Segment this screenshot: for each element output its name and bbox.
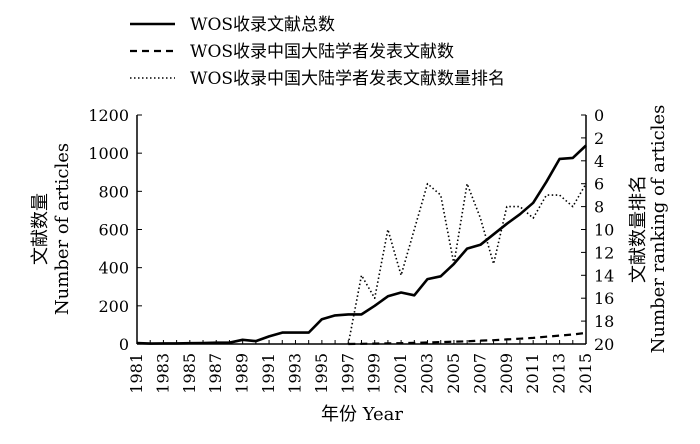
y-left-tick-label: 400 [98, 259, 129, 278]
axes: 0 200 400 600 800 1000 1200 0 2 4 6 8 10 12 14 16 18 20 19… [88, 106, 614, 394]
series-line-3 [347, 182, 587, 345]
x-tick-label: 1989 [233, 353, 252, 394]
x-tick-label: 2003 [418, 353, 437, 394]
y-right-tick-label: 16 [594, 289, 614, 308]
x-tick-label: 1983 [153, 353, 172, 394]
x-tick-label: 1995 [312, 353, 331, 394]
x-tick-label: 2009 [497, 353, 516, 394]
y-left-tick-label: 1200 [88, 106, 129, 125]
legend-label-3: WOS收录中国大陆学者发表文献数量排名 [190, 69, 505, 89]
x-tick-label: 2011 [523, 353, 542, 394]
y-right-tick-label: 8 [594, 198, 604, 217]
y-left-tick-label: 600 [98, 221, 129, 240]
y-right-tick-label: 10 [594, 221, 614, 240]
y-left-tick-label: 0 [119, 335, 129, 354]
y-right-tick-label: 0 [594, 106, 604, 125]
legend: WOS收录文献总数 WOS收录中国大陆学者发表文献数 WOS收录中国大陆学者发表文献… [130, 15, 505, 89]
legend-label-2: WOS收录中国大陆学者发表文献数 [190, 42, 454, 62]
y-right-tick-label: 2 [594, 129, 604, 148]
left-axis-title-cn: 文献数量 [30, 193, 51, 265]
x-tick-label: 2007 [470, 353, 489, 394]
series-lines [136, 144, 587, 346]
y-right-tick-label: 4 [594, 152, 604, 171]
legend-label-1: WOS收录文献总数 [190, 15, 335, 35]
x-tick-label: 1987 [206, 353, 225, 394]
x-axis-title: 年份 Year [321, 404, 403, 425]
axis-titles: 年份 Year 文献数量 Number of articles 文献数量排名 N… [30, 105, 669, 425]
y-left-tick-label: 800 [98, 182, 129, 201]
x-tick-label: 2005 [444, 353, 463, 394]
x-tick-label: 1991 [259, 353, 278, 394]
y-right-tick-label: 12 [594, 243, 614, 262]
y-left-tick-label: 1000 [88, 144, 129, 163]
x-tick-label: 1993 [285, 353, 304, 394]
left-axis-title-en: Number of articles [52, 143, 73, 315]
y-right-tick-label: 18 [594, 312, 614, 331]
series-line-1 [136, 144, 587, 345]
x-tick-label: 2013 [550, 353, 569, 394]
series-line-2 [348, 331, 587, 346]
x-tick-label: 1985 [180, 353, 199, 394]
right-axis-title-cn: 文献数量排名 [628, 175, 649, 283]
x-tick-label: 2015 [576, 353, 595, 394]
y-right-tick-label: 20 [594, 335, 614, 354]
y-left-tick-label: 200 [98, 297, 129, 316]
y-right-tick-label: 14 [594, 266, 614, 285]
x-tick-label: 2001 [391, 353, 410, 394]
x-tick-label: 1981 [127, 353, 146, 394]
x-tick-label: 1999 [365, 353, 384, 394]
right-axis-title-en: Number ranking of articles [648, 105, 669, 354]
y-right-tick-label: 6 [594, 175, 604, 194]
x-tick-label: 1997 [338, 353, 357, 394]
